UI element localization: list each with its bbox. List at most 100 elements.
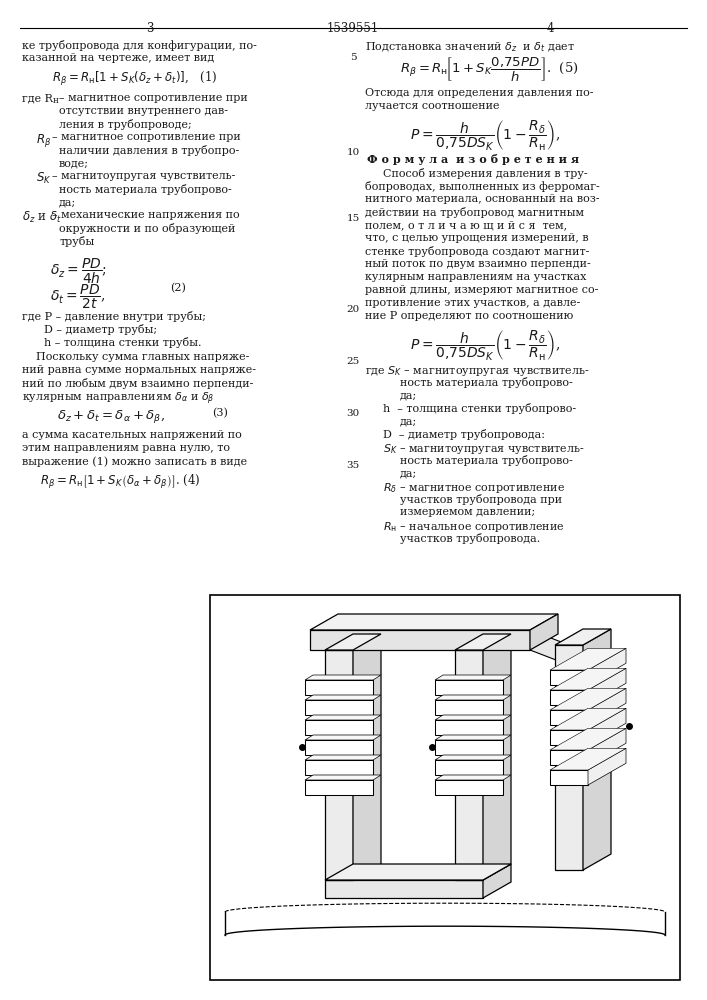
Text: h  – толщина стенки трубопрово-: h – толщина стенки трубопрово- xyxy=(383,403,576,414)
Bar xyxy=(325,880,483,898)
Text: Поскольку сумма главных напряже-: Поскольку сумма главных напряже- xyxy=(22,352,250,362)
Polygon shape xyxy=(550,648,626,670)
Text: равной длины, измеряют магнитное со-: равной длины, измеряют магнитное со- xyxy=(365,285,598,295)
Bar xyxy=(305,680,373,695)
Bar xyxy=(435,720,503,735)
Bar xyxy=(305,700,373,715)
Text: противление этих участков, а давле-: противление этих участков, а давле- xyxy=(365,298,580,308)
Text: 4: 4 xyxy=(616,625,624,638)
Polygon shape xyxy=(583,629,611,870)
Text: этим направлениям равна нулю, то: этим направлениям равна нулю, то xyxy=(22,443,230,453)
Text: – магнитоупругая чувствитель-: – магнитоупругая чувствитель- xyxy=(52,171,235,181)
Text: $R_\beta = R_\text{н}\left[1 + S_K\left(\delta_\alpha + \delta_\beta\right)\righ: $R_\beta = R_\text{н}\left[1 + S_K\left(… xyxy=(40,473,200,491)
Bar xyxy=(550,750,588,765)
Polygon shape xyxy=(555,629,611,645)
Polygon shape xyxy=(305,755,381,760)
Polygon shape xyxy=(305,695,381,700)
Text: – магнитное сопротивление при: – магнитное сопротивление при xyxy=(59,93,247,103)
Polygon shape xyxy=(588,748,626,785)
Text: да;: да; xyxy=(59,197,76,207)
Text: стенке трубопровода создают магнит-: стенке трубопровода создают магнит- xyxy=(365,246,590,257)
Text: 10: 10 xyxy=(346,148,360,157)
Text: ный поток по двум взаимно перпенди-: ный поток по двум взаимно перпенди- xyxy=(365,259,591,269)
Text: воде;: воде; xyxy=(59,158,89,168)
Polygon shape xyxy=(325,634,381,650)
Text: 4: 4 xyxy=(547,22,554,35)
Bar xyxy=(305,720,373,735)
Text: Ф о р м у л а  и з о б р е т е н и я: Ф о р м у л а и з о б р е т е н и я xyxy=(367,154,579,165)
Text: $R_\delta$ – магнитное сопротивление: $R_\delta$ – магнитное сопротивление xyxy=(383,481,565,495)
Text: h – толщина стенки трубы.: h – толщина стенки трубы. xyxy=(44,337,201,348)
Bar xyxy=(435,780,503,795)
Text: – магнитное сопротивление при: – магнитное сопротивление при xyxy=(52,132,241,142)
Text: кулярным направлениям на участках: кулярным направлениям на участках xyxy=(365,272,586,282)
Text: ность материала трубопрово-: ность материала трубопрово- xyxy=(400,455,573,466)
Bar xyxy=(325,650,353,880)
Polygon shape xyxy=(588,708,626,745)
Text: 5: 5 xyxy=(546,955,554,968)
Polygon shape xyxy=(588,688,626,725)
Polygon shape xyxy=(530,614,558,650)
Text: 15: 15 xyxy=(346,214,360,223)
Text: $R_\beta$: $R_\beta$ xyxy=(36,132,51,149)
Text: $R_\text{н}$ – начальное сопротивление: $R_\text{н}$ – начальное сопротивление xyxy=(383,520,565,534)
Text: что, с целью упрощения измерений, в: что, с целью упрощения измерений, в xyxy=(365,233,589,243)
Text: окружности и по образующей: окружности и по образующей xyxy=(59,223,235,234)
Text: лучается соотношение: лучается соотношение xyxy=(365,101,500,111)
Text: 3: 3 xyxy=(146,22,153,35)
Text: $P = \dfrac{h}{0{,}75DS_K}\left(1 - \dfrac{R_\delta}{R_\text{н}}\right)$,: $P = \dfrac{h}{0{,}75DS_K}\left(1 - \dfr… xyxy=(410,328,560,362)
Text: казанной на чертеже, имеет вид: казанной на чертеже, имеет вид xyxy=(22,53,214,63)
Polygon shape xyxy=(455,634,511,650)
Text: ний равна сумме нормальных напряже-: ний равна сумме нормальных напряже- xyxy=(22,365,256,375)
Bar xyxy=(555,645,583,870)
Polygon shape xyxy=(435,755,511,760)
Bar xyxy=(435,700,503,715)
Polygon shape xyxy=(353,634,381,880)
Text: 20: 20 xyxy=(346,305,360,314)
Text: да;: да; xyxy=(400,416,417,426)
Text: да;: да; xyxy=(400,468,417,478)
Text: – механические напряжения по: – механические напряжения по xyxy=(52,210,240,220)
Text: 5: 5 xyxy=(350,53,356,62)
Text: да;: да; xyxy=(400,390,417,400)
Text: 25: 25 xyxy=(346,357,360,366)
Text: $R_\beta = R_\text{н}\!\left[1 + S_K\dfrac{0{,}75PD}{h}\right]$.  (5): $R_\beta = R_\text{н}\!\left[1 + S_K\dfr… xyxy=(400,56,578,84)
Polygon shape xyxy=(483,634,511,880)
Polygon shape xyxy=(325,864,511,880)
Text: где R: где R xyxy=(22,93,53,103)
Text: бопроводах, выполненных из ферромаг-: бопроводах, выполненных из ферромаг- xyxy=(365,181,600,192)
Text: кулярным направлениям $\delta_\alpha$ и $\delta_\beta$: кулярным направлениям $\delta_\alpha$ и … xyxy=(22,391,214,407)
Polygon shape xyxy=(588,728,626,765)
Text: наличии давления в трубопро-: наличии давления в трубопро- xyxy=(59,145,239,156)
Text: ность материала трубопрово-: ность материала трубопрово- xyxy=(59,184,232,195)
Text: трубы: трубы xyxy=(59,236,94,247)
Text: Способ измерения давления в тру-: Способ измерения давления в тру- xyxy=(383,168,588,179)
Text: 1: 1 xyxy=(416,615,424,628)
Text: (3): (3) xyxy=(212,408,228,418)
Text: 2: 2 xyxy=(476,895,484,908)
Text: отсутствии внутреннего дав-: отсутствии внутреннего дав- xyxy=(59,106,228,116)
Polygon shape xyxy=(530,630,569,665)
Text: а сумма касательных напряжений по: а сумма касательных напряжений по xyxy=(22,430,242,440)
Text: нитного материала, основанный на воз-: нитного материала, основанный на воз- xyxy=(365,194,600,204)
Text: полем, о т л и ч а ю щ и й с я  тем,: полем, о т л и ч а ю щ и й с я тем, xyxy=(365,220,567,230)
Bar xyxy=(210,595,680,980)
Bar xyxy=(435,680,503,695)
Text: 3: 3 xyxy=(301,895,309,908)
Polygon shape xyxy=(483,864,511,898)
Text: $S_K$ – магнитоупругая чувствитель-: $S_K$ – магнитоупругая чувствитель- xyxy=(383,442,585,456)
Polygon shape xyxy=(550,748,626,770)
Polygon shape xyxy=(588,668,626,705)
Bar xyxy=(305,740,373,755)
Text: $R_\beta = R_\text{н}\left[1 + S_K\left(\delta_z + \delta_t\right)\right]$,   (1: $R_\beta = R_\text{н}\left[1 + S_K\left(… xyxy=(52,70,217,88)
Text: Подстановка значений $\delta_z$  и $\delta_t$ дает: Подстановка значений $\delta_z$ и $\delt… xyxy=(365,40,575,54)
Text: $\delta_z = \dfrac{PD}{4h}$;: $\delta_z = \dfrac{PD}{4h}$; xyxy=(50,257,107,286)
Text: $\delta_t = \dfrac{PD}{2t}$,: $\delta_t = \dfrac{PD}{2t}$, xyxy=(50,283,105,311)
Polygon shape xyxy=(550,708,626,730)
Polygon shape xyxy=(310,614,558,630)
Text: где P – давление внутри трубы;: где P – давление внутри трубы; xyxy=(22,311,206,322)
Text: н: н xyxy=(53,96,59,105)
Text: действии на трубопровод магнитным: действии на трубопровод магнитным xyxy=(365,207,584,218)
Polygon shape xyxy=(588,648,626,685)
Polygon shape xyxy=(550,728,626,750)
